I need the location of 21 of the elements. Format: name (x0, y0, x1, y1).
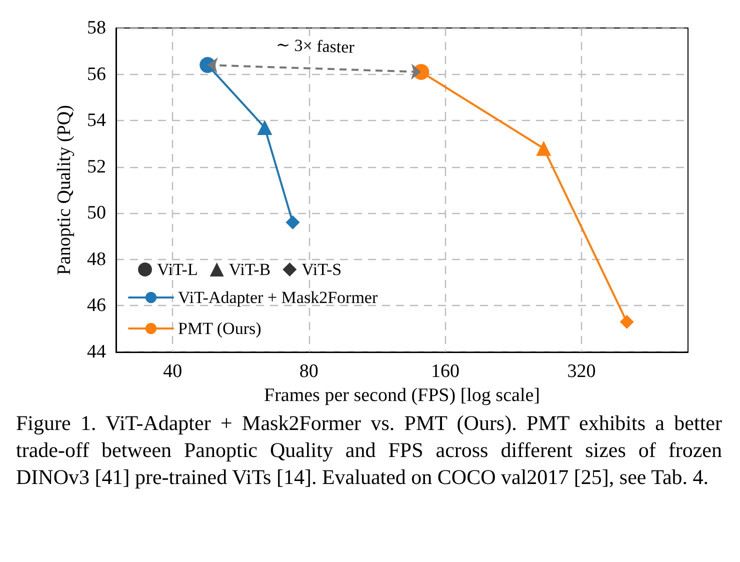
legend-label: ViT-Adapter + Mask2Former (178, 288, 378, 307)
y-tick-label: 46 (87, 295, 106, 316)
annotation: ∼ 3× faster (276, 35, 355, 57)
y-tick-label: 52 (87, 156, 106, 178)
x-tick-label: 40 (163, 361, 182, 382)
x-tick-label: 160 (430, 361, 460, 382)
y-tick-label: 48 (87, 248, 106, 270)
legend-label: ViT-L (157, 260, 198, 279)
y-tick-label: 50 (87, 202, 106, 224)
legend-label: ViT-S (302, 260, 342, 279)
y-tick-label: 56 (87, 64, 106, 85)
y-axis-title: Panoptic Quality (PQ) (54, 105, 75, 275)
x-tick-label: 80 (299, 361, 318, 382)
y-tick-label: 54 (87, 110, 106, 132)
legend-label: PMT (Ours) (178, 319, 262, 338)
x-axis-title: Frames per second (FPS) [log scale] (264, 385, 540, 406)
x-tick-label: 320 (567, 361, 596, 382)
y-tick-label: 58 (87, 18, 106, 38)
legend-label: ViT-B (228, 260, 271, 279)
caption: Figure 1. ViT-Adapter + Mask2Former vs. PMT (Ours). PMT exhibits a better trade-off between Panoptic Quality and FPS across different sizes of frozen DINOv3 [41] pre-trained ViTs [14]. Evaluated on COCO val2017 [25], see Tab. 4. (15, 410, 723, 491)
y-tick-label: 44 (87, 342, 106, 362)
